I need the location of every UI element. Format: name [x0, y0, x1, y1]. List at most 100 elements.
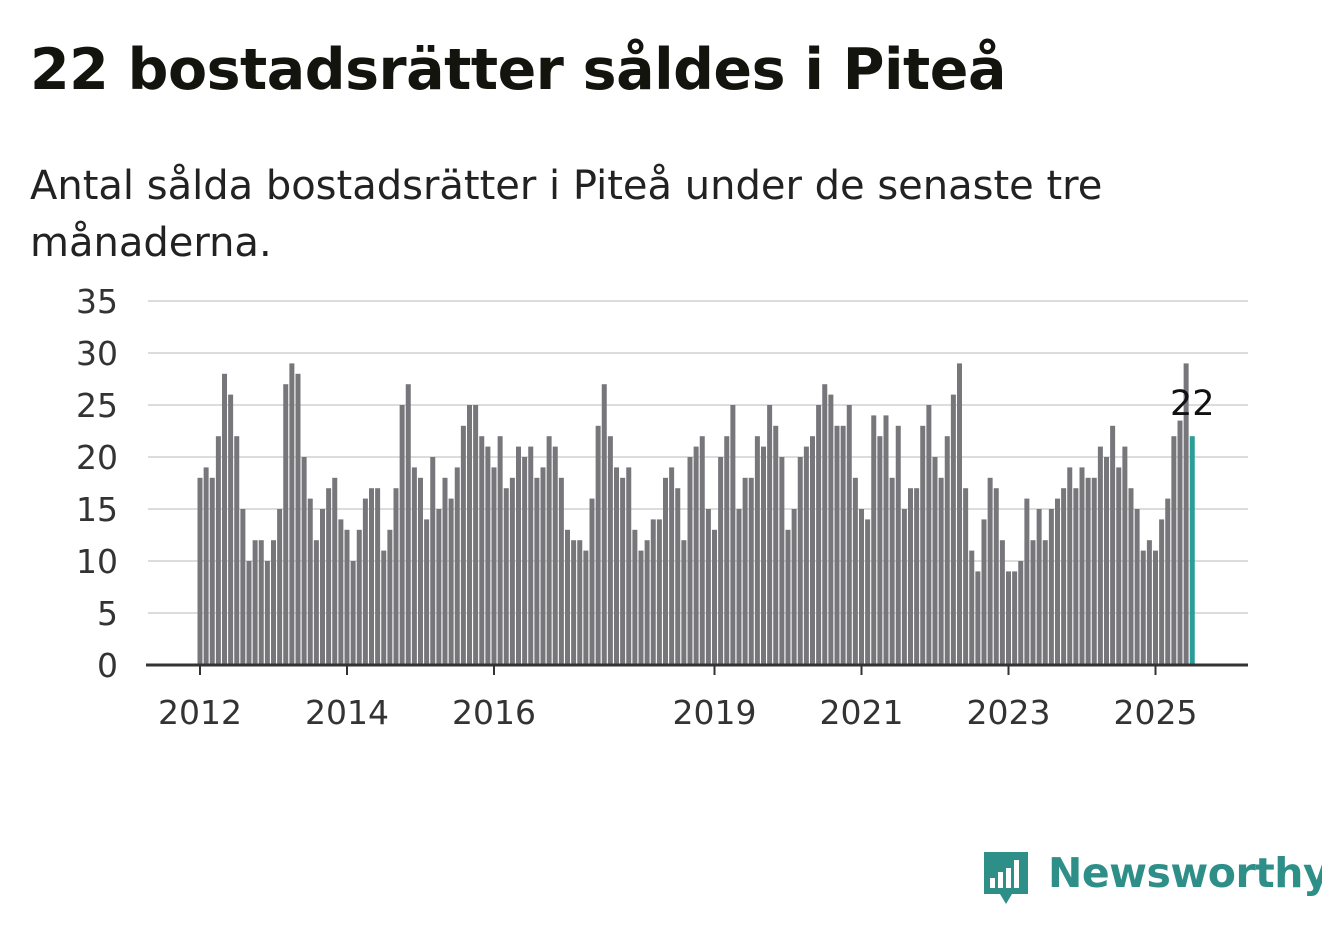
bar [393, 488, 399, 665]
bar [448, 498, 454, 665]
bar [1036, 509, 1042, 665]
bar [1030, 540, 1036, 665]
bar [1073, 488, 1079, 665]
bar [320, 509, 325, 665]
bar [944, 436, 950, 665]
chart-title: 22 bostadsrätter såldes i Piteå [30, 37, 1006, 103]
bar [436, 509, 442, 665]
bar [754, 436, 760, 665]
bar [1116, 467, 1122, 665]
bar [258, 540, 264, 665]
bar [730, 405, 736, 665]
bar [1024, 498, 1030, 665]
bar [675, 488, 681, 665]
bar [607, 436, 613, 665]
y-tick-label: 20 [76, 438, 118, 477]
bar [699, 436, 705, 665]
bar [485, 446, 491, 665]
bar [565, 529, 570, 665]
bar [975, 571, 981, 665]
bar [1140, 550, 1146, 665]
highlight-bar [1189, 436, 1195, 665]
bar [552, 446, 558, 665]
y-tick-label: 0 [97, 646, 118, 685]
bar [914, 488, 920, 665]
bar [1134, 509, 1140, 665]
x-axis-labels: 2012 2014 2016 2019 2021 2023 2025 [158, 665, 1197, 732]
bar [1104, 457, 1109, 665]
bar [540, 467, 546, 665]
bar [307, 498, 313, 665]
bar [503, 488, 509, 665]
bar [209, 477, 215, 665]
bar [724, 436, 730, 665]
bar [375, 488, 381, 665]
bar [583, 550, 589, 665]
bar [1067, 467, 1073, 665]
y-tick-label: 10 [76, 542, 118, 581]
bar [558, 477, 564, 665]
bar [460, 425, 466, 665]
bar [228, 394, 234, 665]
bar [405, 384, 411, 665]
bar [534, 477, 540, 665]
bar [289, 363, 295, 665]
bar [369, 488, 374, 665]
bar [424, 519, 430, 665]
bar [663, 477, 668, 665]
bar [767, 405, 773, 665]
y-axis-labels: 0 5 10 15 20 25 30 35 [76, 282, 118, 685]
bar [546, 436, 552, 665]
bar [491, 467, 497, 665]
bar [1171, 436, 1177, 665]
bar [344, 529, 350, 665]
bar [614, 467, 619, 665]
bar [516, 446, 521, 665]
bar [748, 477, 754, 665]
bar [816, 405, 822, 665]
bar [705, 509, 711, 665]
bar [442, 477, 448, 665]
bar [736, 509, 742, 665]
bar [742, 477, 748, 665]
bar [215, 436, 221, 665]
bar [1006, 571, 1011, 665]
bar [1085, 477, 1091, 665]
bar [1097, 446, 1103, 665]
bar [901, 509, 907, 665]
bar [430, 457, 436, 665]
bar [240, 509, 246, 665]
bar [957, 363, 962, 665]
y-tick-label: 15 [76, 490, 118, 529]
bar [846, 405, 852, 665]
bar [411, 467, 417, 665]
bar [1177, 420, 1183, 665]
bar [246, 561, 252, 665]
bar [497, 436, 503, 665]
bar [993, 488, 999, 665]
bar [669, 467, 675, 665]
bar [779, 457, 785, 665]
bar [712, 529, 717, 665]
bar [687, 457, 693, 665]
bar [1128, 488, 1134, 665]
bar [773, 425, 779, 665]
bar [1091, 477, 1097, 665]
y-tick-label: 25 [76, 386, 118, 425]
bar [883, 415, 889, 665]
newsworthy-logo-text: Newsworthy [1048, 849, 1322, 897]
bar [589, 498, 595, 665]
x-tick-label: 2021 [820, 693, 904, 732]
bar [865, 519, 871, 665]
bar [467, 405, 472, 665]
bar [601, 384, 607, 665]
bar [203, 467, 209, 665]
bar [362, 498, 368, 665]
bar [785, 529, 791, 665]
bar [877, 436, 883, 665]
y-tick-label: 5 [97, 594, 118, 633]
bar [595, 425, 601, 665]
bar [999, 540, 1005, 665]
bar [1159, 519, 1165, 665]
